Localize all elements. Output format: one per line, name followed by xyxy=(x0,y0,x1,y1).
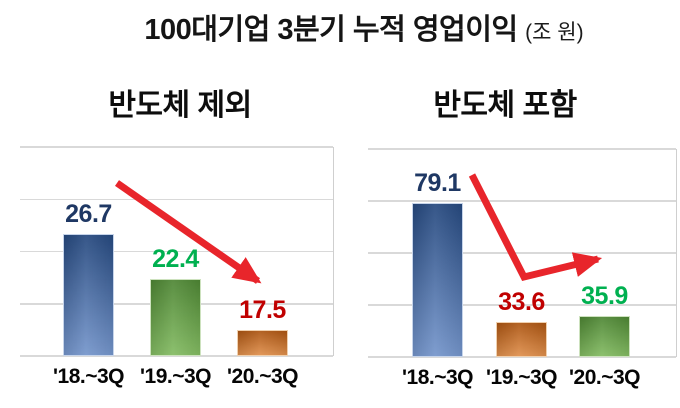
value-label-19-3q: 33.6 xyxy=(498,287,545,316)
value-label-18-3q: 79.1 xyxy=(414,169,461,198)
value-label-20-3q: 17.5 xyxy=(239,295,286,324)
x-axis-label-19-3q: '19.~3Q xyxy=(486,366,557,389)
chart-title-including-semiconductors: 반도체 포함 xyxy=(433,89,577,122)
x-axis-label-20-3q: '20.~3Q xyxy=(227,365,298,388)
gridline xyxy=(368,200,676,202)
gridline xyxy=(20,355,333,357)
plot-area-right: 79.1 '18.~3Q 33.6 '19.~3Q 35.9 '20.~3Q xyxy=(368,148,677,388)
x-axis-label-20-3q: '20.~3Q xyxy=(569,366,640,389)
x-axis-label-18-3q: '18.~3Q xyxy=(402,366,473,389)
x-axis-label-19-3q: '19.~3Q xyxy=(140,365,211,388)
bar-20-3q xyxy=(237,329,288,356)
chart-title-excluding-semiconductors: 반도체 제외 xyxy=(108,89,252,122)
gridline xyxy=(20,146,333,148)
value-label-18-3q: 26.7 xyxy=(65,199,112,228)
value-label-19-3q: 22.4 xyxy=(152,244,199,273)
bar-18-3q xyxy=(63,233,114,356)
bar-18-3q xyxy=(412,203,463,357)
x-axis-label-18-3q: '18.~3Q xyxy=(53,365,124,388)
page-title: 100대기업 3분기 누적 영업이익 (조 원) xyxy=(48,6,680,48)
bar-19-3q xyxy=(496,321,547,357)
bar-19-3q xyxy=(150,278,201,356)
value-label-20-3q: 35.9 xyxy=(581,281,628,310)
page-title-text: 100대기업 3분기 누적 영업이익 xyxy=(144,14,518,46)
gridline xyxy=(368,356,676,358)
plot-area-left: 26.7 '18.~3Q 22.4 '19.~3Q 17.5 '20.~3Q xyxy=(20,146,334,387)
gridline xyxy=(368,148,676,150)
bar-20-3q xyxy=(579,315,630,357)
gridline xyxy=(368,304,676,306)
page-title-unit: (조 원) xyxy=(525,21,584,44)
